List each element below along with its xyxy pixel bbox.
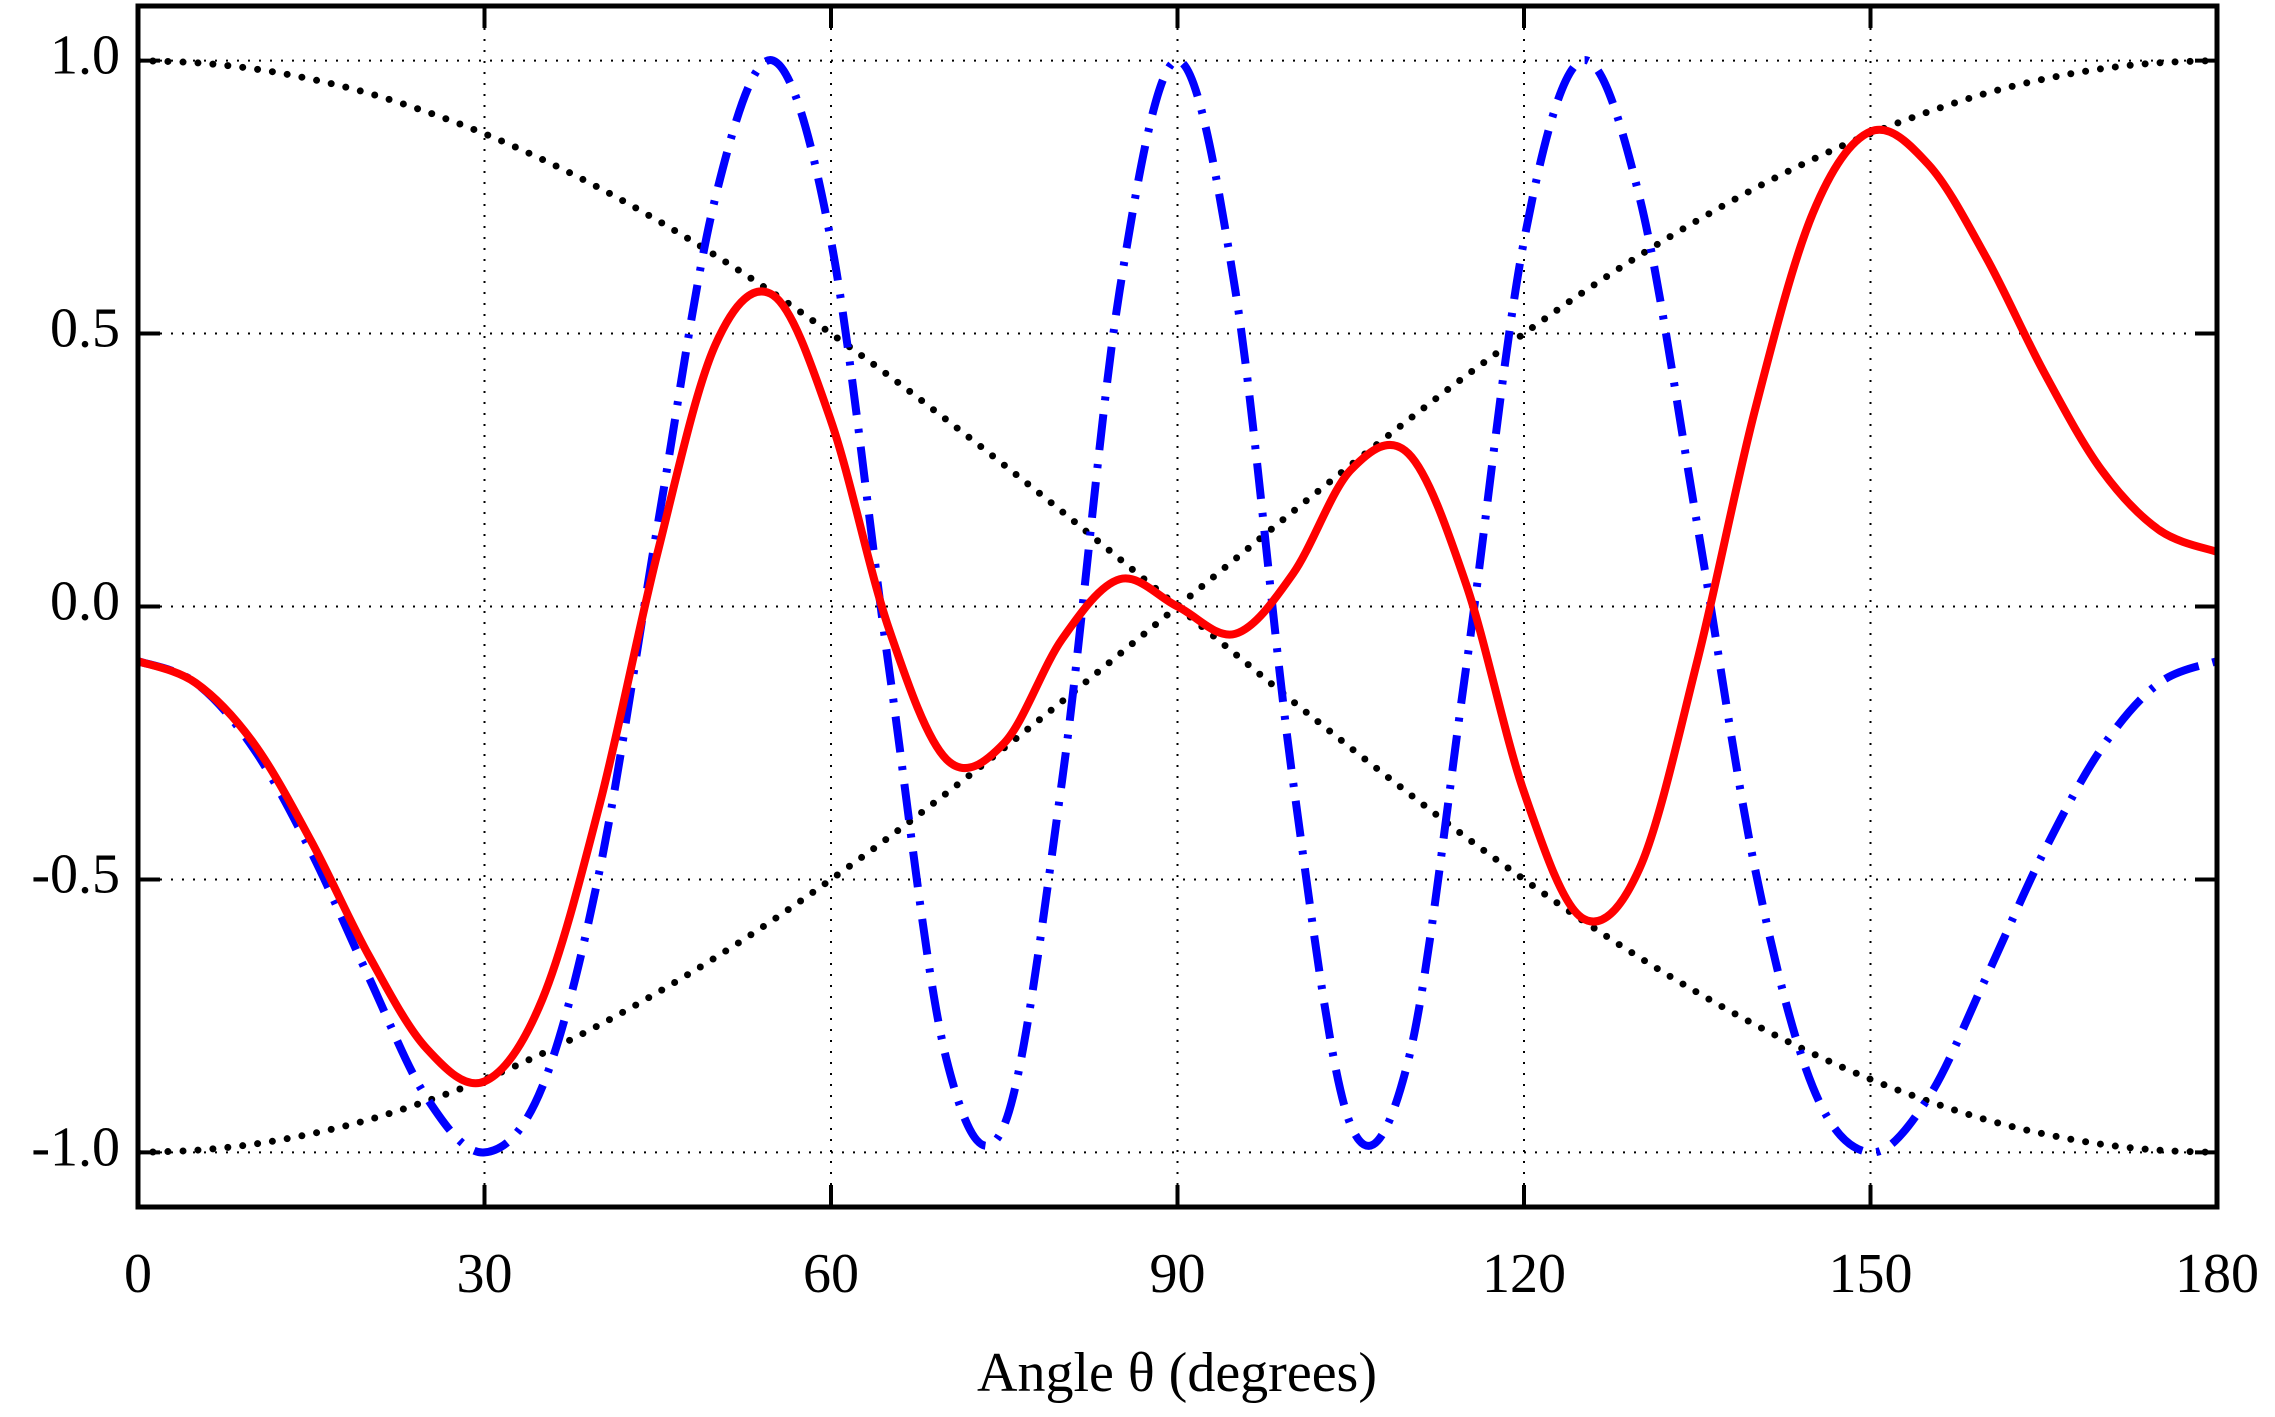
series-line [138, 56, 2217, 1157]
plot-frame [135, 3, 2220, 1210]
y-tick-label: 0.0 [50, 570, 120, 632]
x-tick-label: 90 [1150, 1243, 1206, 1305]
x-tick-label: 30 [457, 1243, 513, 1305]
x-axis-label: Angle θ (degrees) [977, 1342, 1377, 1404]
x-tick-label: 0 [124, 1243, 152, 1305]
y-tick-label: -0.5 [31, 843, 120, 905]
y-tick-label: -1.0 [31, 1116, 120, 1178]
x-tick-label: 180 [2175, 1243, 2259, 1305]
x-tick-label: 120 [1482, 1243, 1566, 1305]
y-tick-label: 0.5 [50, 297, 120, 359]
x-tick-label: 60 [803, 1243, 859, 1305]
y-tick-label: 1.0 [50, 24, 120, 86]
series-line [138, 125, 2217, 1088]
x-tick-label: 150 [1829, 1243, 1913, 1305]
